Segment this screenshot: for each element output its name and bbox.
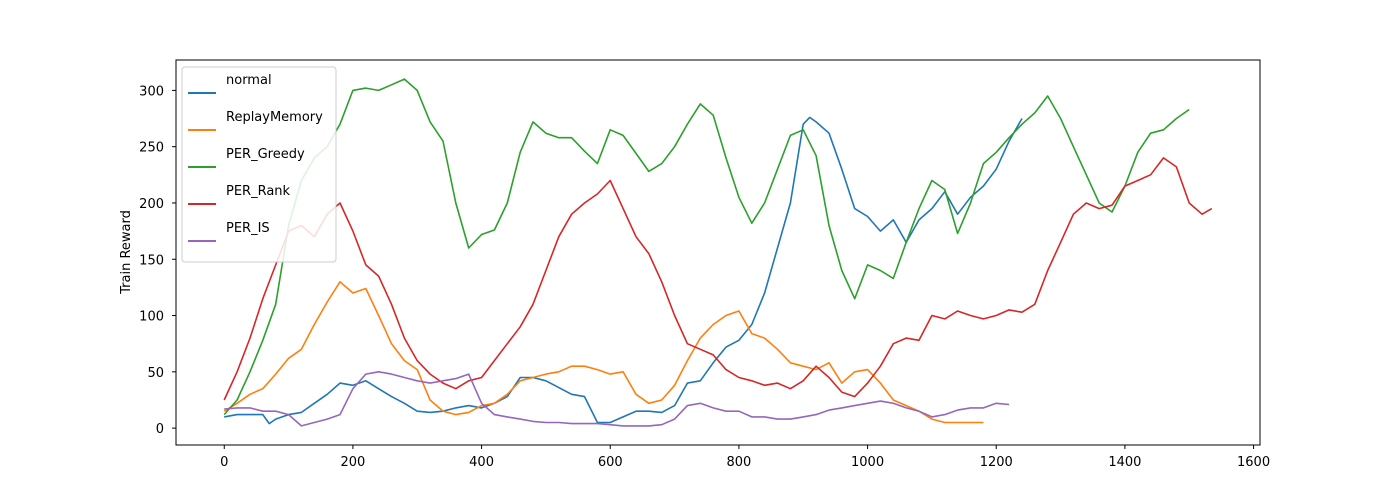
series-line-per-is: [224, 371, 1010, 427]
x-tick-label: 1200: [980, 455, 1013, 470]
y-tick-label: 300: [139, 84, 164, 99]
y-tick-label: 100: [139, 310, 164, 325]
y-tick-label: 200: [139, 197, 164, 212]
x-tick-label: 1600: [1237, 455, 1270, 470]
series-line-per-greedy: [223, 78, 1190, 416]
y-tick-label: 0: [156, 422, 164, 437]
legend: normal ReplayMemory PER_Greedy PER_Rank PER_…: [181, 66, 337, 263]
x-tick-label: 200: [340, 455, 365, 470]
legend-box: [181, 66, 337, 263]
x-tick-label: 1000: [851, 455, 884, 470]
y-axis-label: Train Reward: [119, 210, 134, 295]
x-tick-label: 400: [469, 455, 494, 470]
axes-layer: 0 200 400 600 800 1000 1200 1400 1600 0 50 100 150 20…: [139, 59, 1270, 470]
y-tick-label: 250: [139, 141, 164, 156]
legend-label-replaymemory: ReplayMemory: [226, 110, 323, 125]
axes-frame: [175, 59, 1261, 446]
series-line-normal: [224, 116, 1023, 425]
legend-label-per-is: PER_IS: [226, 221, 270, 236]
x-tick-label: 0: [220, 455, 228, 470]
series-line-replaymemory: [223, 281, 984, 424]
legend-label-per-rank: PER_Rank: [226, 184, 291, 199]
legend-label-per-greedy: PER_Greedy: [226, 147, 305, 162]
legend-label-normal: normal: [226, 73, 272, 88]
x-tick-label: 1400: [1108, 455, 1141, 470]
series-layer: [223, 78, 1213, 427]
y-tick-label: 50: [147, 366, 164, 381]
y-tick-label: 150: [139, 253, 164, 268]
x-tick-label: 600: [598, 455, 623, 470]
plot-area: [176, 60, 1260, 445]
series-line-per-rank: [223, 157, 1213, 401]
x-tick-label: 800: [726, 455, 751, 470]
